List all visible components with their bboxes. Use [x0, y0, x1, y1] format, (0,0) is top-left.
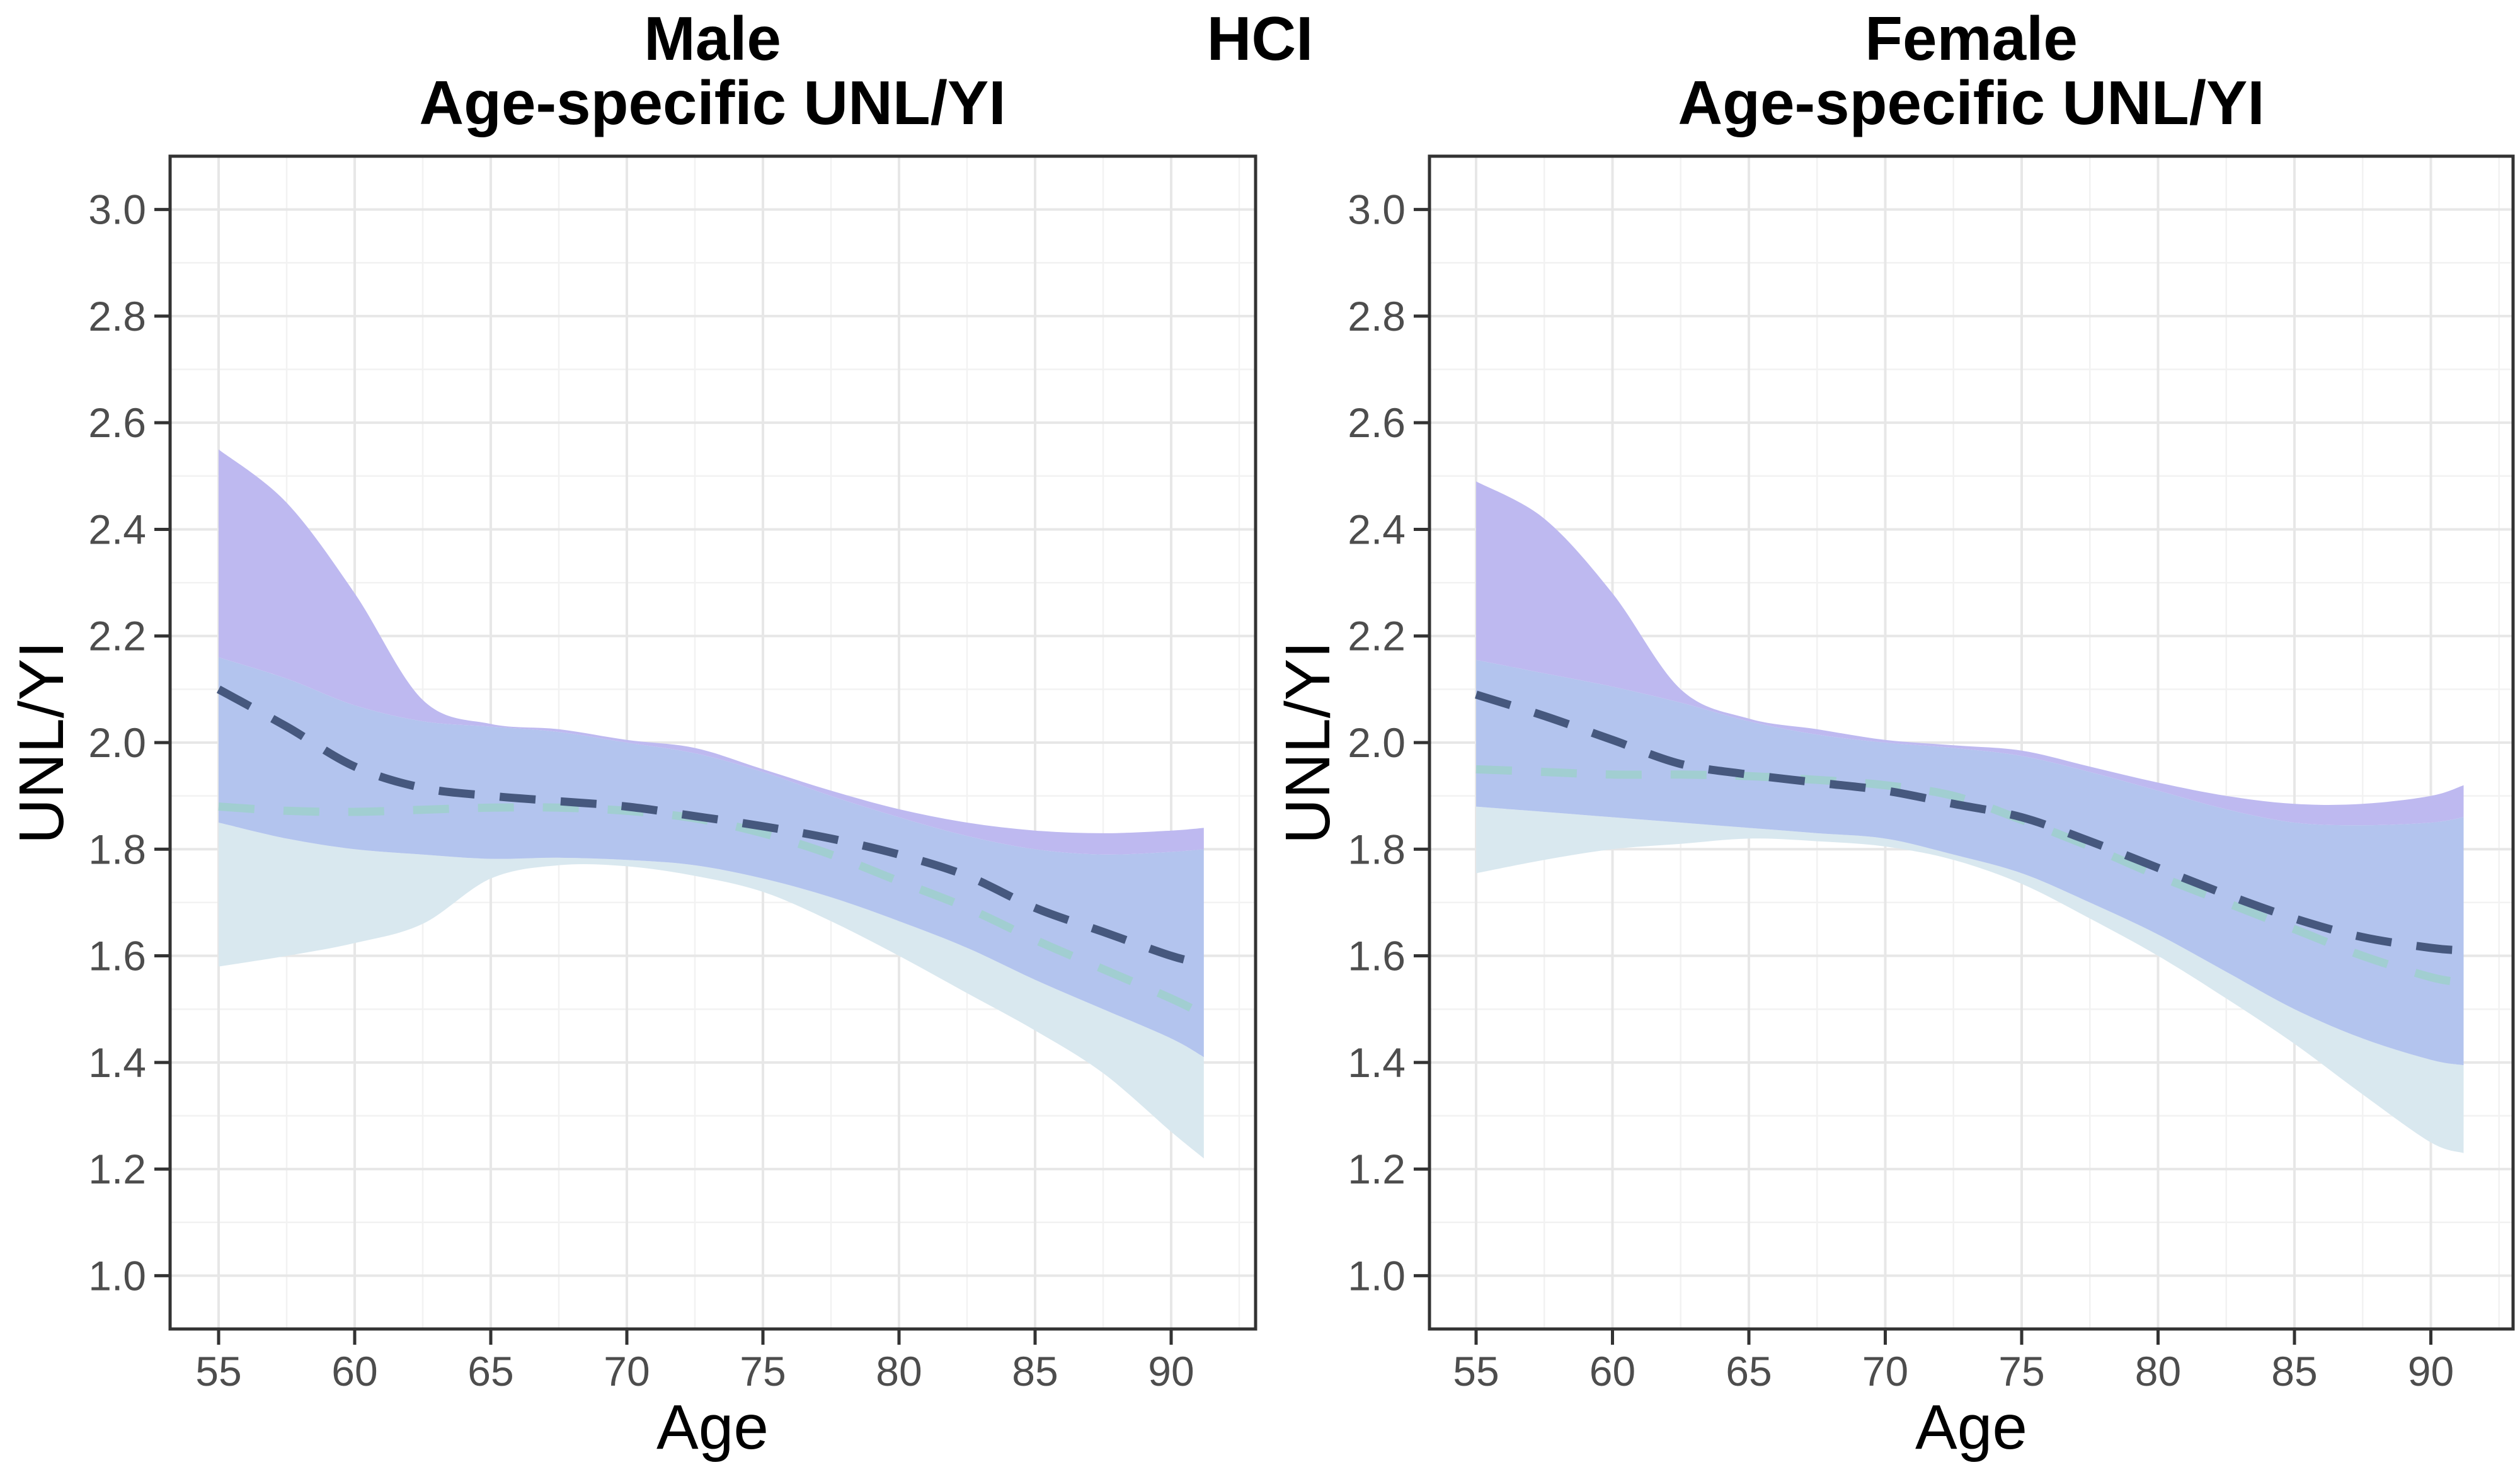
x-tick-label-female: 75 — [1998, 1348, 2044, 1394]
y-tick-label-female: 1.2 — [1348, 1146, 1406, 1192]
y-tick-label-female: 1.8 — [1348, 826, 1406, 872]
x-tick-label-male: 65 — [467, 1348, 513, 1394]
x-tick-label-female: 90 — [2408, 1348, 2454, 1394]
light-dashed-estimate-line-female — [1475, 765, 2465, 987]
y-axis-title-male: UNL/YI — [6, 641, 77, 844]
y-tick-label-male: 2.2 — [88, 613, 146, 659]
x-tick-label-female: 85 — [2271, 1348, 2317, 1394]
plot-area-male — [216, 449, 1206, 1159]
y-tick-label-male: 1.0 — [88, 1252, 146, 1299]
y-tick-label-female: 2.2 — [1348, 613, 1406, 659]
panel-female: 55 60 65 70 75 80 85 90 3.0 2.8 2.6 2.4 2.2 2.0 1.8 1.6… — [1348, 154, 2515, 1394]
y-tick-label-male: 2.0 — [88, 719, 146, 766]
ci-band-overlap-female — [1476, 659, 2464, 1066]
light-dashed-estimate-line-male — [218, 802, 1206, 1018]
x-axis-title-male: Age — [656, 1392, 769, 1463]
y-tick-label-female: 2.0 — [1348, 719, 1406, 766]
ci-band-overlap-male — [219, 657, 1204, 1058]
panels-layer: 55 60 65 70 75 80 85 90 3.0 2.8 2.6 2.4 2.2 2.0 1.8 1.6… — [88, 154, 2515, 1394]
y-tick-label-female: 2.4 — [1348, 506, 1406, 552]
y-tick-label-male: 1.8 — [88, 826, 146, 872]
x-tick-label-female: 70 — [1862, 1348, 1908, 1394]
dark-dashed-estimate-line-female — [1475, 690, 2465, 955]
x-tick-label-male: 70 — [604, 1348, 650, 1394]
x-tick-label-male: 90 — [1148, 1348, 1194, 1394]
y-tick-label-male: 1.2 — [88, 1146, 146, 1192]
y-tick-label-male: 1.6 — [88, 933, 146, 979]
light-series-ci-band-female — [1476, 806, 2464, 1153]
x-tick-label-female: 65 — [1726, 1348, 1772, 1394]
male-panel-title-line2: Age-specific UNL/YI — [419, 68, 1005, 137]
x-tick-label-male: 55 — [195, 1348, 241, 1394]
x-tick-label-female: 60 — [1589, 1348, 1635, 1394]
x-tick-label-male: 80 — [876, 1348, 922, 1394]
male-panel-title-line1: Male — [644, 4, 781, 73]
x-tick-label-female: 55 — [1453, 1348, 1499, 1394]
x-tick-label-male: 75 — [740, 1348, 786, 1394]
x-axis-title-female: Age — [1915, 1392, 2027, 1463]
y-tick-label-female: 1.0 — [1348, 1252, 1406, 1299]
y-tick-label-female: 1.4 — [1348, 1039, 1406, 1086]
y-tick-label-male: 2.8 — [88, 293, 146, 339]
plot-area-female — [1475, 481, 2465, 1153]
dark-dashed-estimate-line-male — [216, 685, 1205, 968]
light-series-ci-band-male — [219, 822, 1204, 1159]
y-axis-title-female: UNL/YI — [1273, 641, 1343, 844]
y-tick-label-female: 2.6 — [1348, 399, 1406, 446]
x-tick-label-female: 80 — [2135, 1348, 2181, 1394]
y-tick-label-female: 1.6 — [1348, 933, 1406, 979]
y-tick-label-male: 3.0 — [88, 186, 146, 233]
y-tick-label-male: 1.4 — [88, 1039, 146, 1086]
figure-center-title: HCI — [1207, 4, 1314, 73]
female-panel-title-line1: Female — [1865, 4, 2078, 73]
panel-male: 55 60 65 70 75 80 85 90 3.0 2.8 2.6 2.4 2.2 2.0 1.8 1.6… — [88, 154, 1257, 1394]
x-tick-label-male: 85 — [1012, 1348, 1058, 1394]
female-panel-title-line2: Age-specific UNL/YI — [1678, 68, 2264, 137]
y-tick-label-female: 3.0 — [1348, 186, 1406, 233]
y-tick-label-male: 2.6 — [88, 399, 146, 446]
y-tick-label-male: 2.4 — [88, 506, 146, 552]
x-tick-label-male: 60 — [331, 1348, 377, 1394]
y-tick-label-female: 2.8 — [1348, 293, 1406, 339]
